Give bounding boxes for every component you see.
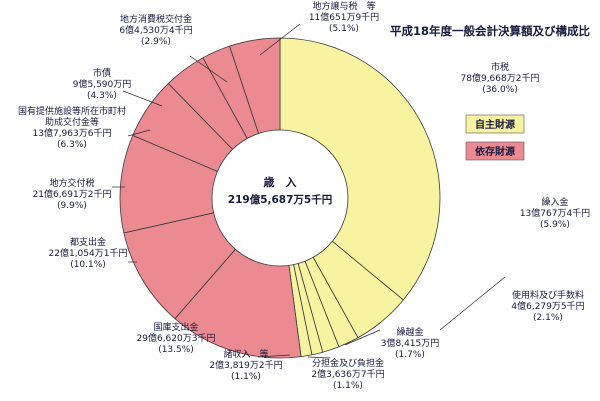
leader-line — [122, 90, 163, 107]
slice-label: 国有提供施設等所在市町村助成交付金等 13億7,963万6千円(6.3%) — [18, 105, 126, 150]
slice-label: 市税 78億9,668万2千円(36.0%) — [461, 61, 540, 95]
center-heading: 歳 入 — [264, 175, 297, 189]
chart-title: 平成18年度一般会計決算額及び構成比 — [390, 24, 591, 38]
leader-line — [259, 23, 301, 56]
pie-slice — [119, 134, 282, 234]
slice-label: 諸収入 等 2億3,819万2千円(1.1%) — [209, 348, 282, 382]
slice-label: 繰越金 3億8,415万円(1.7%) — [381, 326, 440, 360]
slice-label: 市債 9億5,590万円(4.3%) — [73, 67, 132, 101]
leader-line — [307, 356, 331, 359]
legend-swatch — [465, 114, 525, 134]
slice-label: 地方譲与税 等 11億651万9千円(5.1%) — [309, 0, 379, 34]
legend-label: 自主財源 — [475, 118, 515, 131]
center-total: 219億5,687万5千円 — [228, 193, 332, 206]
donut-hole — [211, 129, 349, 267]
legend-swatch — [465, 141, 525, 161]
slice-label: 分担金及び負担金 2億3,636万7千円(1.1%) — [311, 357, 384, 391]
pie-slice — [279, 37, 441, 301]
leader-line — [257, 354, 291, 358]
slice-label: 都支出金 22億1,054万1千円(10.1%) — [49, 236, 128, 270]
slice-label: 繰入金 13億767万4千円(5.9%) — [520, 196, 590, 230]
slice-label: 国庫支出金 29億6,620万3千円(13.5%) — [137, 321, 216, 355]
slice-label: 地方消費税交付金 6億4,530万4千円(2.9%) — [119, 13, 192, 47]
legend-label: 依存財源 — [475, 145, 515, 158]
leader-line — [344, 329, 381, 346]
leader-line — [189, 55, 228, 83]
slice-label: 使用料及び手数料 4億6,279万5千円(2.1%) — [511, 289, 584, 323]
slice-label: 地方交付税 21億6,691万2千円(9.9%) — [33, 177, 112, 211]
slice-labels: 市税 78億9,668万2千円(36.0%) 繰入金 13億767万4千円(5.9%)… — [18, 0, 590, 391]
leader-line — [439, 276, 506, 331]
leader-lines — [112, 23, 506, 359]
leader-line — [127, 129, 151, 137]
